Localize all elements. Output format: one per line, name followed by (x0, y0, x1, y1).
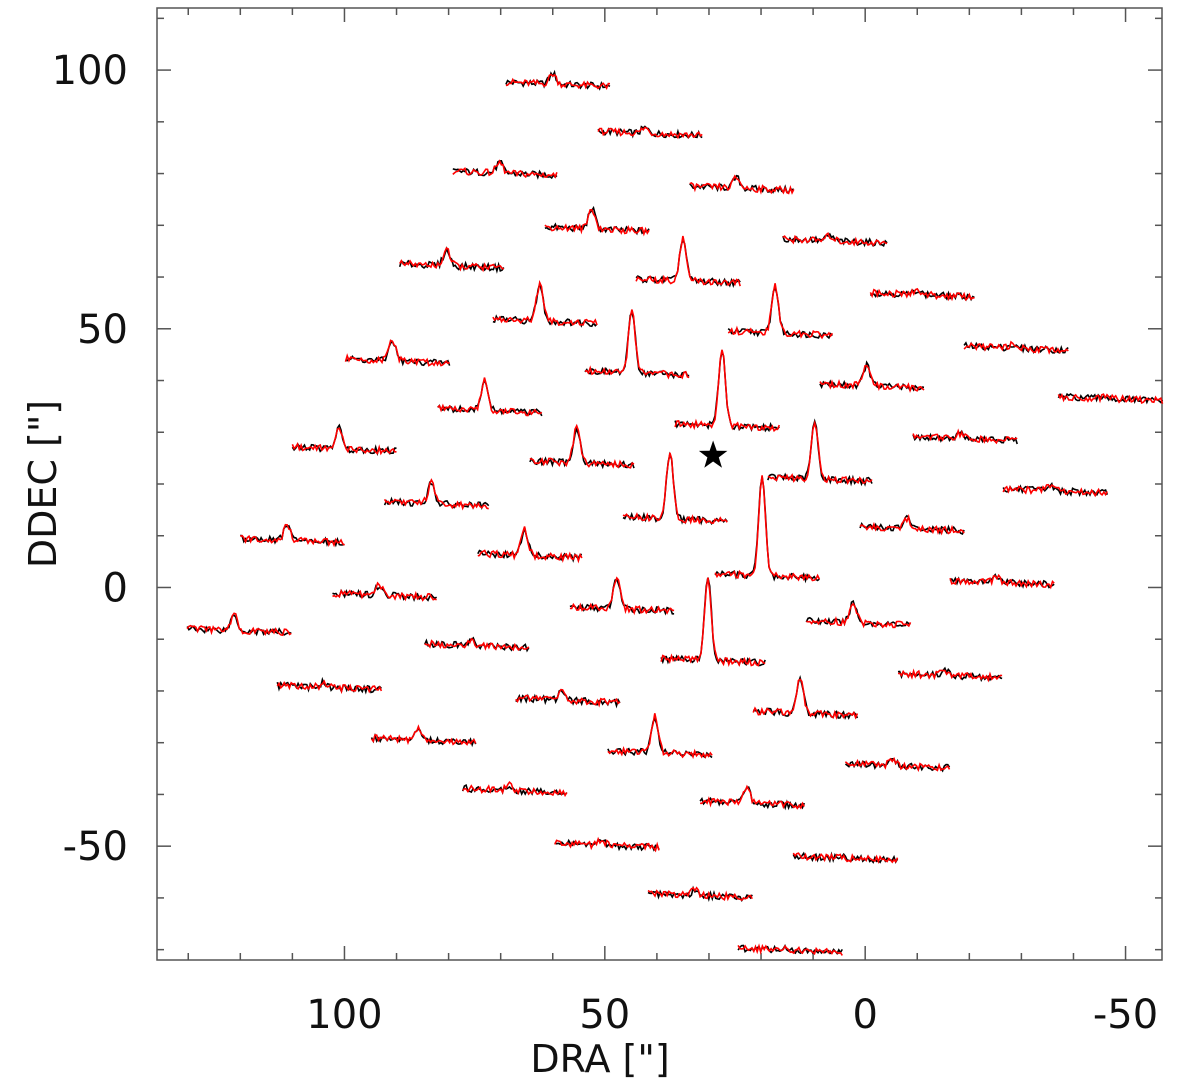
spectrum-red (767, 419, 873, 486)
spectrum-red (344, 339, 450, 367)
spectrum-black (792, 851, 899, 864)
spectrum-red (597, 126, 703, 140)
spectrum-red (240, 523, 345, 548)
spectrum-red (515, 688, 621, 708)
spectrum-red (477, 526, 583, 564)
spectrum-red (544, 208, 650, 237)
spectrum-black (727, 286, 833, 340)
spectrum-red (752, 678, 859, 720)
spectrum-red (607, 713, 713, 760)
spectrum-red (1057, 392, 1164, 404)
spectrum-black (963, 341, 1069, 355)
spectrum-black (674, 351, 780, 433)
y-tick-label: 0 (103, 565, 128, 611)
spectrum-black (291, 423, 397, 457)
spectrum-red (660, 577, 766, 668)
y-tick-label: -50 (63, 824, 128, 870)
spectrum-red (1002, 483, 1109, 498)
spectrum-red (452, 159, 558, 179)
spectrum-black (492, 280, 598, 328)
spectrum-red (689, 174, 795, 195)
spectrum-black (859, 514, 965, 536)
spectrum-red (399, 246, 505, 273)
spectrum-red (869, 287, 975, 302)
spectrum-black (752, 675, 859, 720)
spectrum-red (383, 478, 489, 511)
y-tick-label: 100 (52, 48, 128, 94)
spectrum-red (792, 852, 899, 864)
spectrum-red (949, 573, 1055, 590)
spectrum-red (529, 423, 635, 469)
spectrum-red (782, 232, 888, 247)
spectrum-red (186, 612, 292, 637)
y-tick-label: 50 (77, 307, 128, 353)
spectrum-red (424, 637, 530, 652)
spectrum-red (819, 364, 925, 393)
star-marker (698, 440, 728, 468)
x-tick-label: 100 (306, 992, 382, 1038)
spectrum-black (554, 838, 660, 852)
spectrum-red (554, 836, 660, 853)
spectrum-red (737, 943, 843, 956)
spectrum-red (806, 602, 912, 629)
spectrum-red (963, 340, 1069, 355)
x-tick-label: 50 (579, 992, 630, 1038)
spectrum-red (584, 309, 690, 380)
spectrum-red (569, 576, 675, 616)
spectrum-red (437, 377, 543, 417)
spectrum-red (635, 235, 741, 287)
spectrum-red (462, 781, 568, 798)
spectrum-red (622, 452, 728, 525)
spectrum-red (727, 283, 834, 340)
spectrum-black (622, 451, 728, 526)
spectrum-red (700, 784, 805, 810)
spectrum-red (647, 886, 753, 902)
spectrum-red (859, 513, 965, 536)
spectrum-red (674, 349, 781, 433)
spectrum-red (291, 427, 397, 456)
spectrum-black (660, 577, 766, 667)
spectrum-red (332, 581, 437, 602)
spectrum-black (714, 476, 820, 584)
plot-frame (156, 7, 1163, 961)
spectrum-red (370, 724, 477, 746)
spectrum-red (912, 428, 1018, 445)
spectrum-black (767, 418, 873, 487)
spectrum-red (276, 679, 383, 695)
x-tick-label: 0 (852, 992, 877, 1038)
spectrum-red (505, 73, 611, 91)
spectrum-red (897, 668, 1003, 683)
spectrum-black (1057, 392, 1164, 405)
spectrum-black (912, 429, 1018, 445)
spectrum-black (584, 310, 690, 380)
x-tick-label: -50 (1093, 992, 1158, 1038)
spectrum-red (492, 279, 598, 327)
x-axis-label: DRA ["] (530, 1037, 669, 1081)
y-axis-label: DDEC ["] (21, 400, 65, 568)
spectrum-red (714, 475, 821, 582)
spectrum-red (844, 756, 951, 773)
spectrum-black (477, 527, 582, 563)
